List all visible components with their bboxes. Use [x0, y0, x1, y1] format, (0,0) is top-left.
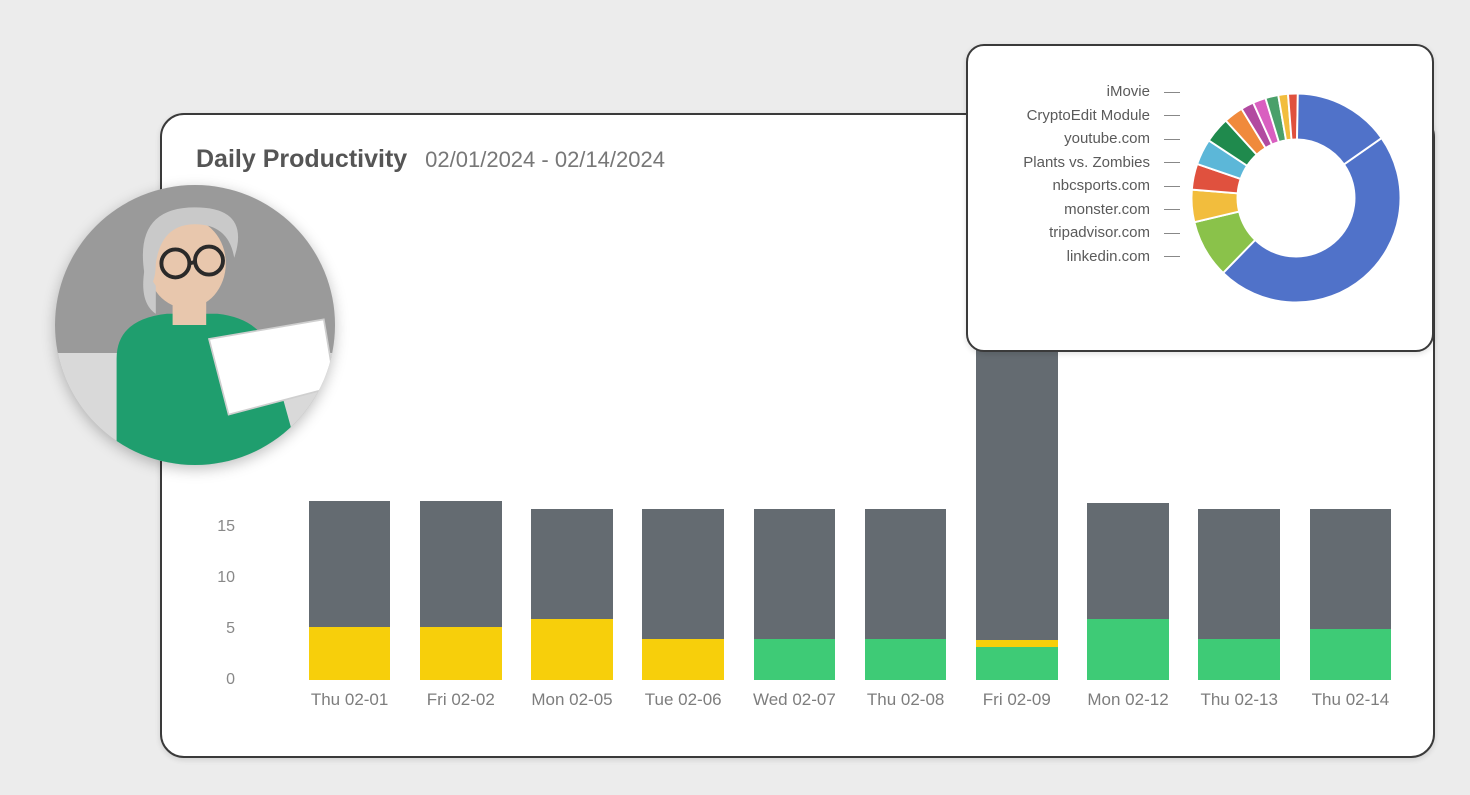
- donut-chart: [1182, 84, 1410, 312]
- bar-segment: [1310, 509, 1392, 629]
- bar-slot: Thu 02-14: [1302, 509, 1399, 680]
- bar-stack: [420, 501, 502, 680]
- y-tick-label: 15: [195, 518, 235, 536]
- bar-segment: [1310, 629, 1392, 680]
- bar-stack: [1087, 503, 1169, 680]
- x-tick-label: Tue 02-06: [645, 690, 722, 710]
- bar-stack: [754, 509, 836, 680]
- bar-segment: [420, 501, 502, 627]
- legend-item: nbcsports.com: [982, 176, 1164, 196]
- bar-slot: Fri 02-02: [412, 501, 509, 680]
- bar-slot: Mon 02-05: [523, 509, 620, 680]
- x-tick-label: Thu 02-01: [311, 690, 389, 710]
- avatar: [55, 185, 335, 465]
- bar-segment: [531, 619, 613, 680]
- y-tick-label: 0: [195, 671, 235, 689]
- bar-stack: [531, 509, 613, 680]
- bar-stack: [1310, 509, 1392, 680]
- bar-segment: [1087, 503, 1169, 619]
- bar-segment: [976, 647, 1058, 680]
- x-tick-label: Mon 02-05: [531, 690, 612, 710]
- bar-segment: [754, 509, 836, 639]
- bar-stack: [309, 501, 391, 680]
- bar-slot: Thu 02-13: [1191, 509, 1288, 680]
- bar-slot: Mon 02-12: [1079, 503, 1176, 680]
- y-tick-label: 5: [195, 620, 235, 638]
- donut-svg: [1182, 84, 1410, 312]
- legend-item: linkedin.com: [982, 247, 1164, 267]
- x-tick-label: Fri 02-02: [427, 690, 495, 710]
- bar-slot: Tue 02-06: [635, 509, 732, 680]
- legend-item: monster.com: [982, 200, 1164, 220]
- bar-slot: Thu 02-01: [301, 501, 398, 680]
- bar-stack: [642, 509, 724, 680]
- bar-slot: Thu 02-08: [857, 509, 954, 680]
- card-header: Daily Productivity 02/01/2024 - 02/14/20…: [196, 145, 665, 174]
- donut-card: iMovie CryptoEdit Module youtube.com Plants…: [966, 44, 1434, 352]
- x-tick-label: Mon 02-12: [1087, 690, 1168, 710]
- x-tick-label: Wed 02-07: [753, 690, 836, 710]
- bar-segment: [1198, 509, 1280, 639]
- legend-item: youtube.com: [982, 129, 1164, 149]
- x-tick-label: Thu 02-14: [1312, 690, 1390, 710]
- legend-item: Plants vs. Zombies: [982, 153, 1164, 173]
- bar-stack: [1198, 509, 1280, 680]
- bar-segment: [309, 627, 391, 680]
- x-tick-label: Thu 02-08: [867, 690, 945, 710]
- bar-segment: [1087, 619, 1169, 680]
- donut-legend: iMovie CryptoEdit Module youtube.com Plants…: [982, 82, 1164, 330]
- bar-segment: [642, 509, 724, 639]
- bar-segment: [1198, 639, 1280, 680]
- legend-item: tripadvisor.com: [982, 223, 1164, 243]
- bar-segment: [865, 509, 947, 639]
- date-range: 02/01/2024 - 02/14/2024: [425, 147, 665, 173]
- bar-segment: [309, 501, 391, 627]
- legend-item: CryptoEdit Module: [982, 106, 1164, 126]
- bar-segment: [976, 640, 1058, 647]
- avatar-illustration: [55, 185, 335, 465]
- y-tick-label: 10: [195, 569, 235, 587]
- card-title: Daily Productivity: [196, 145, 407, 174]
- bar-segment: [531, 509, 613, 618]
- bar-segment: [865, 639, 947, 680]
- legend-item: iMovie: [982, 82, 1164, 102]
- bar-segment: [420, 627, 502, 680]
- bar-segment: [642, 639, 724, 680]
- x-tick-label: Fri 02-09: [983, 690, 1051, 710]
- x-tick-label: Thu 02-13: [1200, 690, 1278, 710]
- bar-segment: [754, 639, 836, 680]
- bar-stack: [865, 509, 947, 680]
- bar-slot: Wed 02-07: [746, 509, 843, 680]
